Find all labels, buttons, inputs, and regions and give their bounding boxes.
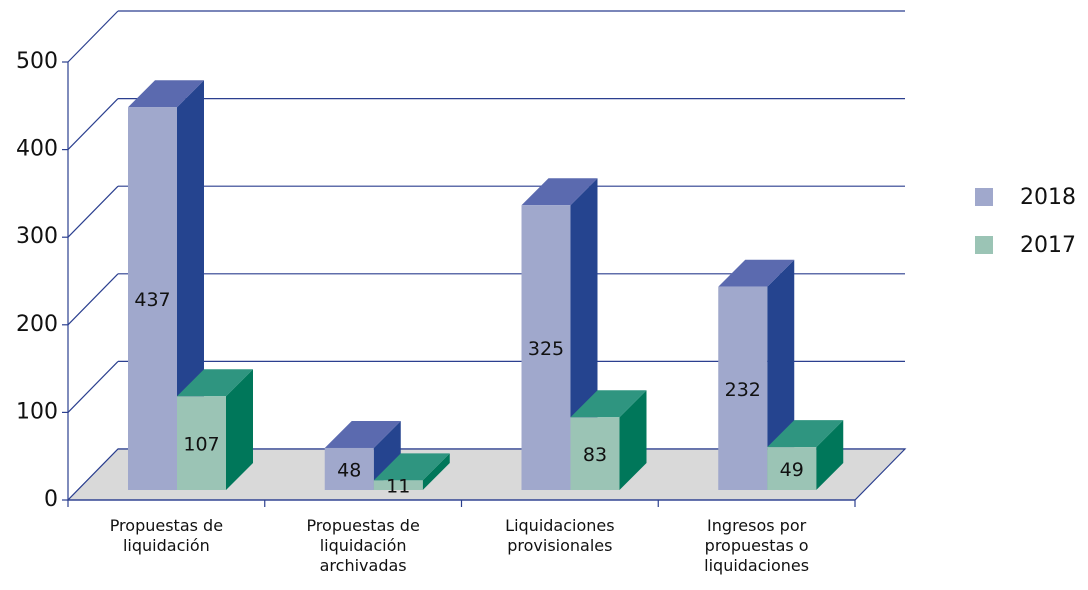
bar-side: [373, 420, 401, 490]
legend-swatch: [975, 188, 993, 206]
bar: [767, 447, 817, 490]
bar: [570, 417, 620, 490]
bar: [128, 107, 177, 491]
bar: [718, 286, 768, 490]
grid-diagonal: [67, 10, 119, 63]
legend-swatch: [975, 236, 993, 254]
x-tick-label: Propuestas de liquidación archivadas: [306, 516, 419, 575]
y-tick-label: 500: [16, 49, 58, 74]
bar-top: [521, 178, 598, 206]
x-tick-label-line: Ingresos por: [707, 516, 807, 535]
bar: [521, 205, 571, 491]
y-tick-label: 400: [16, 137, 58, 162]
x-tick-label-line: archivadas: [320, 556, 407, 575]
x-tick-label-line: Liquidaciones: [505, 516, 614, 535]
bar: [324, 447, 374, 490]
bar-top: [718, 259, 795, 287]
bar: [177, 396, 226, 490]
y-tick-label: 100: [16, 399, 58, 424]
bar-top: [177, 369, 253, 397]
legend-label: 2017: [1020, 233, 1076, 258]
bar-top: [128, 80, 204, 108]
x-tick-label: Propuestas de liquidación: [110, 516, 223, 555]
x-tick-label-line: liquidación: [123, 536, 210, 555]
value-label: 232: [725, 379, 761, 401]
x-tick-label-line: Propuestas de: [110, 516, 223, 535]
value-label: 437: [134, 289, 170, 311]
grid-diagonal: [67, 185, 119, 238]
x-tick-label-line: liquidaciones: [704, 556, 809, 575]
legend-label: 2018: [1020, 185, 1076, 210]
value-label: 49: [780, 459, 804, 481]
y-tick-label: 300: [16, 224, 58, 249]
y-tick-label: 200: [16, 312, 58, 337]
bar-top: [373, 453, 450, 481]
bar-side: [816, 420, 844, 490]
x-tick-label-line: Propuestas de: [306, 516, 419, 535]
y-tick-label: 0: [44, 487, 58, 512]
x-tick-label-line: propuestas o: [705, 536, 809, 555]
x-tick-label-line: liquidación: [320, 536, 407, 555]
x-tick-label: Liquidaciones provisionales: [505, 516, 614, 555]
x-tick-label-line: provisionales: [507, 536, 612, 555]
bar-top: [324, 420, 401, 448]
bar-side: [619, 390, 647, 490]
value-label: 325: [528, 338, 564, 360]
x-tick-label: Ingresos por propuestas o liquidaciones: [704, 516, 809, 575]
value-label: 83: [583, 444, 607, 466]
bar-side: [422, 453, 450, 490]
grid-diagonal: [67, 98, 119, 151]
value-label: 107: [183, 434, 219, 456]
value-label: 11: [386, 476, 410, 498]
bar-top: [767, 420, 844, 448]
bar-top: [570, 390, 647, 418]
bar-side: [226, 369, 253, 490]
value-label: 48: [337, 459, 361, 481]
grid-diagonal: [67, 273, 119, 326]
bar: [373, 480, 423, 490]
grid-diagonal: [67, 360, 119, 413]
